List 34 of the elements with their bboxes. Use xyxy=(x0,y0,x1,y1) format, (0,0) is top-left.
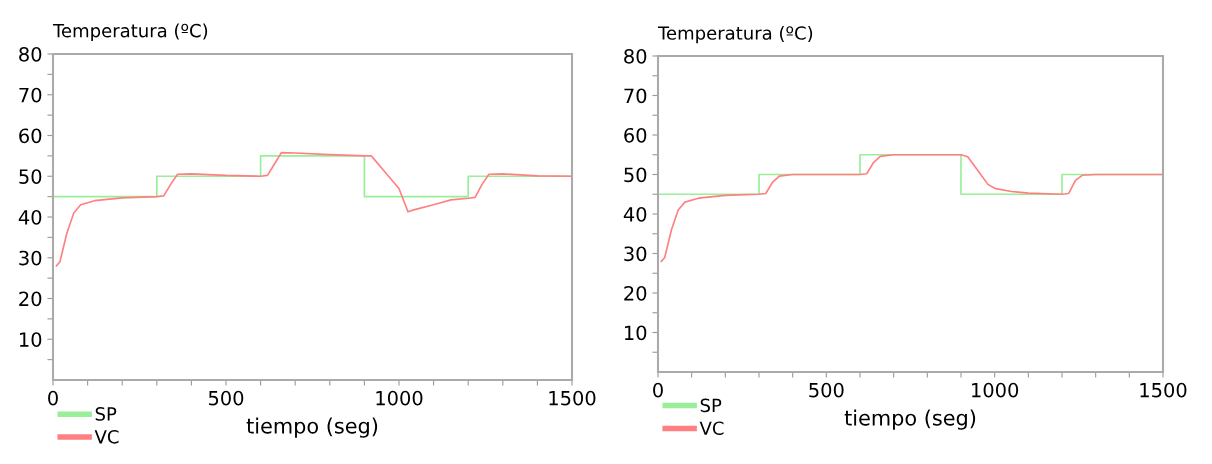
x-tick-label: 1500 xyxy=(1140,382,1187,398)
y-tick-label: 80 xyxy=(19,46,42,62)
legend-label: SP xyxy=(700,398,722,413)
x-tick-label: 1000 xyxy=(376,390,423,406)
y-tick-label: 60 xyxy=(624,127,647,143)
x-tick-label: 0 xyxy=(653,382,663,398)
y-tick-label: 40 xyxy=(623,206,647,222)
y-tick-label: 50 xyxy=(624,167,647,183)
x-tick-label: 1500 xyxy=(549,390,596,406)
legend-label: SP xyxy=(95,407,117,421)
y-tick-label: 20 xyxy=(624,285,647,301)
x-tick-label: 500 xyxy=(809,382,844,398)
y-axis-title: Temperatura (ºC) xyxy=(52,23,208,41)
line-series xyxy=(55,151,572,267)
x-axis-title: tiempo (seg) xyxy=(844,409,976,430)
y-axis-title: Temperatura (ºC) xyxy=(657,25,813,44)
y-tick-label: 70 xyxy=(19,87,42,103)
line-series xyxy=(660,153,1163,263)
y-tick-label: 10 xyxy=(624,325,647,341)
y-tick-label: 80 xyxy=(624,48,647,64)
y-tick-label: 30 xyxy=(19,250,42,266)
x-tick-label: 0 xyxy=(48,390,58,406)
legend-label: VC xyxy=(699,421,724,436)
y-tick-label: 40 xyxy=(18,209,42,225)
y-tick-label: 10 xyxy=(19,332,42,347)
x-tick-label: 500 xyxy=(208,390,244,406)
y-tick-label: 20 xyxy=(19,291,42,307)
y-tick-label: 70 xyxy=(624,88,647,104)
y-tick-label: 60 xyxy=(19,128,42,144)
x-tick-label: 1000 xyxy=(972,382,1019,398)
legend-label: VC xyxy=(94,429,119,444)
y-tick-label: 30 xyxy=(624,246,647,262)
y-tick-label: 50 xyxy=(19,169,42,184)
x-axis-title: tiempo (seg) xyxy=(246,417,378,438)
